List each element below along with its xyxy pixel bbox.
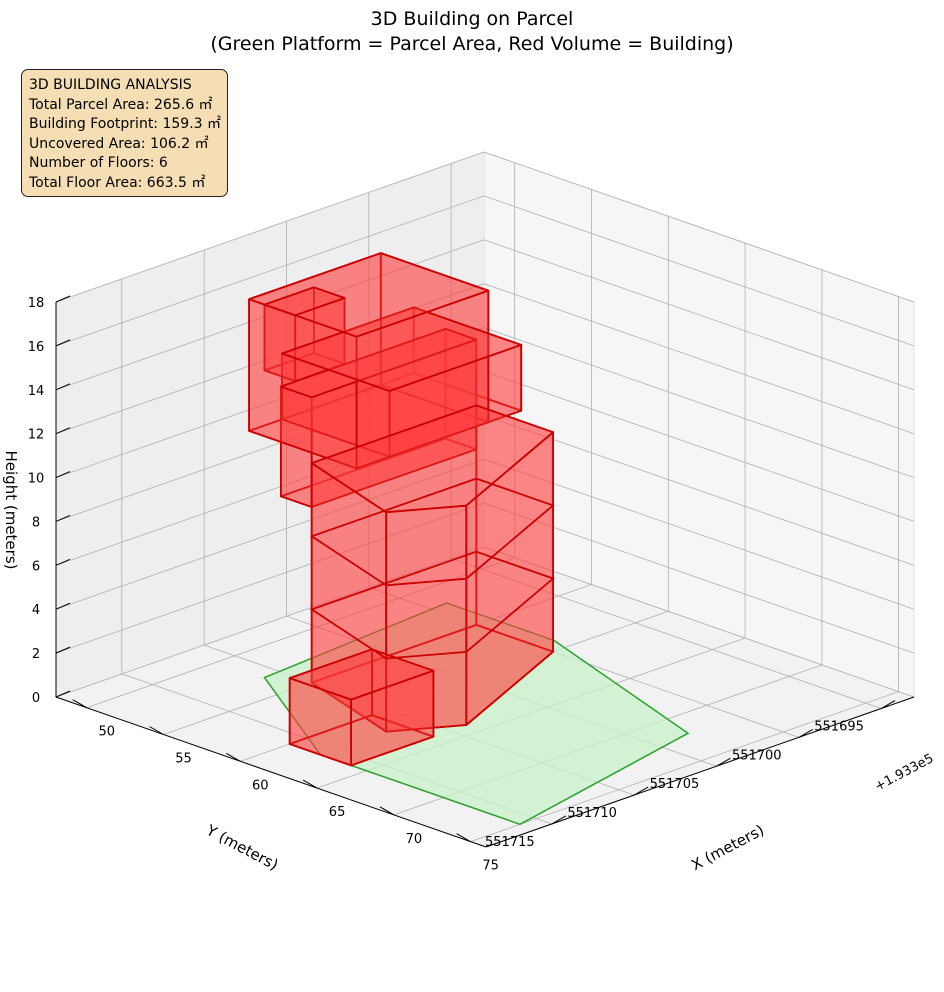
z-tick-label: 4 [32, 603, 40, 618]
building-analysis-box: 3D BUILDING ANALYSIS Total Parcel Area: … [21, 69, 228, 197]
z-tick-label: 16 [28, 340, 45, 355]
plot-marks [248, 252, 690, 826]
z-tick-mark [55, 646, 71, 654]
z-tick-label: 18 [28, 296, 45, 311]
y-tick-label: 551715 [485, 835, 535, 850]
z-grid-line [55, 458, 915, 610]
x-tick-label: 50 [98, 725, 115, 740]
y-tick-label: 551710 [567, 806, 617, 821]
axis-ticks: 5055606570755516955517005517055517105517… [28, 295, 915, 874]
building-roof-face [310, 404, 554, 514]
x-axis-label: X (meters) [688, 821, 767, 874]
x-tick-mark [149, 726, 164, 735]
analysis-floor-count: Number of Floors: 6 [29, 155, 168, 172]
y-tick-mark [633, 786, 649, 796]
y-tick-mark [798, 728, 814, 738]
y-tick-mark [880, 700, 896, 709]
z-grid-line [55, 151, 915, 303]
z-tick-mark [55, 295, 71, 303]
z-tick-label: 12 [28, 428, 45, 443]
z-tick-mark [55, 383, 71, 391]
x-axis-line [55, 696, 487, 848]
y-tick-mark [716, 757, 731, 767]
z-tick-label: 0 [32, 691, 40, 706]
x-tick-label: 60 [252, 778, 269, 793]
analysis-footprint: Building Footprint: 159.3 ㎡ [29, 116, 222, 133]
floor-division-line [309, 550, 555, 660]
x-tick-mark [456, 833, 471, 843]
z-tick-mark [55, 339, 71, 347]
x-tick-mark [302, 779, 318, 789]
z-grid-line [55, 283, 915, 435]
x-offset-label: +1.933e5 [872, 751, 936, 794]
x-tick-label: 65 [329, 805, 346, 820]
y-tick-label: 551700 [732, 748, 782, 763]
building-roof-face [288, 648, 435, 701]
z-tick-mark [55, 602, 71, 610]
x-tick-label: 55 [175, 752, 192, 767]
x-tick-label: 70 [406, 832, 423, 847]
z-axis-label: Height (meters) [2, 451, 20, 570]
z-tick-mark [55, 514, 71, 522]
z-grid-line [55, 370, 915, 522]
y-axis-label: Y (meters) [203, 821, 282, 874]
z-grid-line [55, 239, 915, 391]
z-grid-line [55, 327, 915, 478]
analysis-uncovered-area: Uncovered Area: 106.2 ㎡ [29, 135, 209, 152]
floor-division-line [309, 477, 555, 587]
z-tick-mark [55, 471, 71, 479]
z-tick-label: 14 [28, 384, 45, 399]
z-tick-mark [55, 690, 71, 698]
building-roof-face [248, 252, 490, 338]
analysis-title: 3D BUILDING ANALYSIS [29, 77, 192, 93]
x-tick-mark [72, 699, 87, 709]
building-roof-face [279, 327, 478, 399]
z-tick-mark [55, 558, 71, 566]
x-tick-label: 75 [482, 859, 499, 874]
z-tick-label: 10 [28, 472, 45, 487]
z-grid-line [55, 414, 915, 566]
building-roof-face [263, 286, 346, 317]
y-tick-mark [551, 815, 567, 825]
z-tick-label: 8 [32, 515, 40, 530]
z-grid-line [55, 195, 915, 347]
y-tick-label: 551695 [814, 720, 864, 735]
z-tick-mark [55, 427, 71, 435]
parcel-platform [263, 602, 690, 826]
chart-title: 3D Building on Parcel [371, 8, 574, 30]
analysis-floor-area: Total Floor Area: 663.5 ㎡ [29, 174, 206, 191]
z-tick-label: 2 [32, 647, 40, 662]
z-grid-line [55, 502, 915, 654]
chart-subtitle: (Green Platform = Parcel Area, Red Volum… [210, 33, 733, 55]
building-roof-face [281, 306, 523, 392]
x-tick-mark [226, 752, 241, 762]
y-axis-line [485, 696, 915, 848]
z-tick-label: 6 [32, 559, 40, 574]
x-tick-mark [379, 806, 395, 816]
analysis-parcel-area: Total Parcel Area: 265.6 ㎡ [29, 96, 213, 113]
y-tick-label: 551705 [650, 777, 700, 792]
z-grid-line [55, 546, 915, 698]
